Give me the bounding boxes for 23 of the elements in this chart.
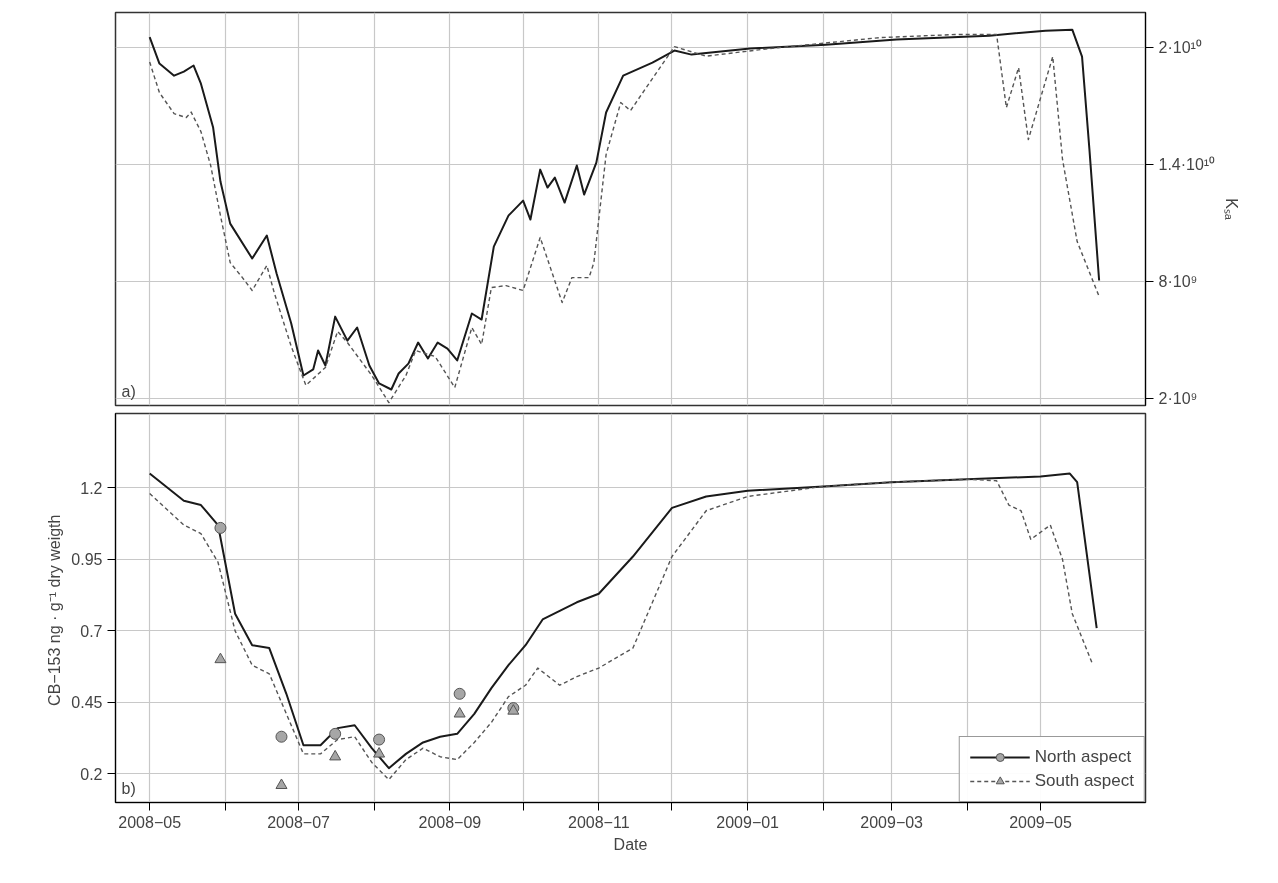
x-tick-label: 2008−07 [267,813,331,831]
y2-axis-title: Kₛₐ [1223,198,1241,221]
x-tick-label: 2008−09 [418,813,482,831]
y2-tick-label: 2·10¹⁰ [1158,39,1202,57]
y-tick-label: 1.2 [80,479,103,497]
y-tick-label: 0.95 [71,551,103,569]
x-tick-label: 2009−01 [716,813,780,831]
y2-tick-label: 2·10⁹ [1158,389,1198,407]
annotation: a) [121,382,136,400]
y2-tick-label: 8·10⁹ [1158,273,1198,291]
y-tick-label: 0.2 [80,765,103,783]
x-axis-title: Date [613,835,648,853]
x-tick-label: 2009−05 [1009,813,1073,831]
annotation: b) [121,779,136,797]
y-tick-label: 0.7 [80,622,103,640]
legend-label: South aspect [1034,771,1134,791]
x-tick-label: 2008−05 [118,813,182,831]
y-tick-label: 0.45 [71,694,103,712]
y-axis-title: CB−153 ng · g⁻¹ dry weigth [46,514,64,706]
legend-label: North aspect [1034,747,1132,767]
x-tick-label: 2008−11 [568,813,630,831]
y2-tick-label: 1.4·10¹⁰ [1158,156,1216,174]
x-tick-label: 2009−03 [860,813,924,831]
